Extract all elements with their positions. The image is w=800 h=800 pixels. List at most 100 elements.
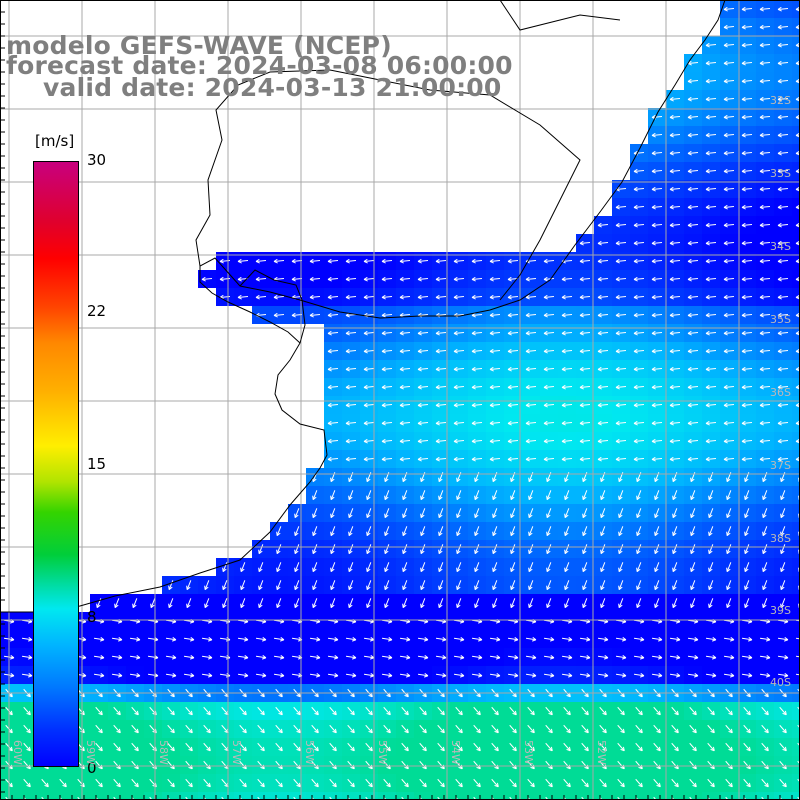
wind-arrow-head: [399, 297, 404, 300]
wind-arrow: [690, 508, 696, 518]
wind-arrow-head: [780, 478, 785, 483]
wind-arrow-head: [208, 728, 211, 733]
wind-arrow-head: [636, 586, 641, 591]
wind-arrow: [561, 440, 573, 442]
wind-arrow-head: [615, 423, 620, 426]
wind-arrow-head: [741, 348, 746, 352]
wind-arrow-head: [708, 604, 713, 609]
wind-arrow-head: [658, 710, 661, 715]
wind-cell: [252, 792, 270, 800]
wind-arrow-head: [525, 294, 530, 298]
wind-arrow-head: [507, 312, 512, 316]
wind-arrow-head: [723, 441, 728, 444]
wind-arrow-head: [636, 604, 641, 609]
wind-arrow: [615, 368, 627, 370]
wind-arrow: [131, 742, 139, 752]
wind-cell: [738, 792, 756, 800]
wind-arrow-head: [100, 639, 105, 642]
wind-arrow-head: [478, 654, 483, 659]
wind-arrow-head: [651, 420, 656, 424]
wind-arrow: [618, 562, 624, 572]
wind-arrow-head: [406, 636, 411, 641]
wind-arrow: [723, 673, 735, 677]
wind-arrow-head: [334, 672, 339, 677]
wind-arrow: [366, 508, 372, 518]
wind-arrow-head: [690, 514, 695, 519]
wind-arrow-head: [150, 604, 155, 609]
wind-arrow-head: [640, 639, 645, 642]
wind-arrow-head: [710, 784, 715, 788]
wind-arrow-head: [615, 384, 620, 388]
wind-arrow-head: [543, 330, 548, 334]
wind-arrow: [759, 422, 771, 424]
wind-arrow-head: [633, 315, 638, 318]
wind-arrow-head: [458, 748, 463, 752]
wind-arrow: [708, 562, 714, 572]
wind-arrow-head: [604, 672, 609, 677]
wind-cell: [684, 792, 702, 800]
wind-arrow: [348, 526, 354, 536]
wind-arrow: [651, 673, 663, 677]
wind-arrow-head: [460, 672, 465, 677]
wind-arrow-head: [172, 746, 175, 751]
wind-arrow-head: [471, 369, 476, 372]
wind-arrow-head: [258, 568, 263, 573]
wind-arrow-head: [314, 748, 319, 752]
wind-arrow: [723, 26, 735, 28]
wind-arrow-head: [705, 153, 710, 156]
wind-arrow: [797, 724, 800, 729]
wind-arrow-head: [658, 764, 661, 769]
wind-arrow-head: [514, 675, 519, 678]
wind-arrow: [381, 637, 393, 641]
wind-arrow-head: [795, 456, 800, 460]
wind-arrow-head: [672, 550, 677, 555]
wind-arrow-head: [492, 604, 497, 609]
wind-arrow: [744, 580, 750, 590]
wind-arrow-head: [759, 96, 764, 100]
wind-arrow-head: [381, 279, 386, 282]
wind-arrow: [600, 544, 606, 554]
wind-arrow-head: [579, 333, 584, 336]
wind-arrow: [597, 458, 609, 460]
wind-arrow-head: [676, 672, 681, 677]
wind-arrow: [687, 655, 699, 659]
wind-arrow-head: [543, 387, 548, 390]
wind-arrow-head: [561, 333, 566, 336]
wind-arrow-head: [550, 764, 553, 769]
wind-arrow-head: [386, 730, 391, 734]
wind-arrow: [509, 778, 517, 788]
wind-arrow-head: [795, 96, 800, 100]
wind-arrow-head: [100, 728, 103, 733]
wind-arrow-head: [363, 438, 368, 442]
wind-arrow-head: [442, 657, 447, 660]
wind-arrow-head: [152, 766, 157, 770]
wind-arrow-head: [615, 420, 620, 424]
wind-arrow: [221, 778, 229, 788]
wind-arrow-head: [694, 654, 699, 659]
wind-arrow-head: [579, 366, 584, 370]
wind-arrow-head: [564, 514, 569, 519]
wind-arrow: [363, 422, 375, 424]
wind-arrow-head: [669, 294, 674, 298]
wind-arrow: [600, 508, 606, 518]
wind-arrow-head: [780, 586, 785, 591]
wind-arrow-head: [600, 604, 605, 609]
wind-arrow-head: [543, 315, 548, 318]
wind-arrow: [510, 562, 516, 572]
wind-arrow-head: [584, 694, 589, 698]
wind-arrow: [221, 742, 229, 752]
wind-arrow: [726, 580, 732, 590]
wind-arrow-head: [759, 348, 764, 352]
wind-arrow: [365, 796, 369, 800]
wind-arrow-head: [28, 782, 31, 787]
wind-cell: [756, 792, 774, 800]
wind-arrow: [545, 778, 553, 788]
wind-arrow-head: [579, 420, 584, 424]
wind-arrow-head: [370, 639, 375, 642]
wind-arrow-head: [694, 746, 697, 751]
wind-arrow-head: [692, 748, 697, 752]
wind-arrow-head: [489, 420, 494, 424]
wind-arrow-head: [741, 423, 746, 426]
wind-arrow: [401, 724, 409, 734]
wind-arrow-head: [260, 694, 265, 698]
